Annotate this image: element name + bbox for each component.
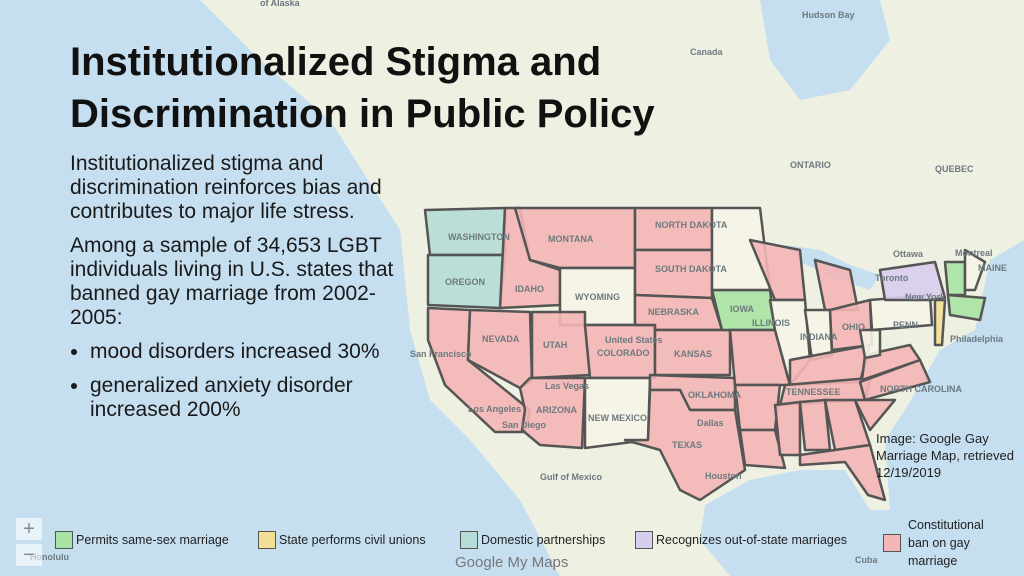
paragraph: Institutionalized stigma and discriminat…: [70, 152, 382, 223]
image-caption: Image: Google Gay Marriage Map, retrieve…: [876, 431, 1014, 480]
zoom-in[interactable]: +: [16, 518, 42, 540]
map-label: UTAH: [543, 340, 567, 350]
map-label: Canada: [690, 47, 724, 57]
map-label: Hudson Bay: [802, 10, 855, 20]
map-label: NORTH DAKOTA: [655, 220, 728, 230]
legend-label: Permits same-sex marriage: [76, 533, 229, 547]
map-label: MAINE: [978, 263, 1007, 273]
map-label: of Alaska: [260, 0, 301, 8]
state: [623, 388, 747, 502]
state: [963, 248, 987, 292]
zoom-out[interactable]: −: [16, 544, 42, 566]
attribution: Google My Maps: [455, 554, 569, 571]
state: [798, 443, 887, 502]
map-label: Montreal: [955, 248, 993, 258]
map-label: WYOMING: [575, 292, 620, 302]
map-label: SOUTH DAKOTA: [655, 264, 727, 274]
map-label: Cuba: [855, 555, 878, 565]
legend-item: State performs civil unions: [258, 531, 426, 549]
map-label: NORTH CAROLINA: [880, 384, 962, 394]
legend-label: Recognizes out-of-state marriages: [656, 533, 848, 547]
map-label: TEXAS: [672, 440, 702, 450]
map-label: ARIZONA: [536, 405, 577, 415]
map-label: Philadelphia: [950, 334, 1004, 344]
bullet: generalized anxiety disorder increased 2…: [90, 374, 405, 422]
state: [733, 383, 782, 432]
legend-swatch: [460, 531, 478, 549]
map-label: NEVADA: [482, 334, 520, 344]
bullet-list: mood disorders increased 30% generalized…: [70, 340, 405, 422]
map-label: PENN: [893, 320, 918, 330]
state: [653, 328, 732, 377]
legend-item: Constitutional ban on gay marriage: [883, 516, 998, 570]
legend-item: Domestic partnerships: [460, 531, 605, 549]
bullet: mood disorders increased 30%: [90, 340, 405, 364]
map-label: INDIANA: [800, 332, 838, 342]
state: [858, 328, 882, 360]
state: [943, 260, 967, 297]
state: [933, 298, 947, 347]
map-label: Gulf of Mexico: [540, 472, 603, 482]
hudson-bay: [760, 0, 890, 100]
legend-label: Constitutional ban on gay marriage: [908, 518, 984, 568]
map-label: Los Angeles: [468, 404, 521, 414]
map-label: United States: [605, 335, 663, 345]
body-text: Institutionalized stigma and discriminat…: [70, 152, 405, 432]
map-label: Houston: [705, 471, 742, 481]
map-label: NEBRASKA: [648, 307, 700, 317]
map-label: New York: [905, 292, 946, 302]
legend-item: Permits same-sex marriage: [55, 531, 229, 549]
map-label: OKLAHOMA: [688, 390, 741, 400]
map-label: Honolulu: [30, 552, 69, 562]
map-label: IDAHO: [515, 284, 544, 294]
map-label: TENNESSEE: [786, 387, 841, 397]
map-label: WASHINGTON: [448, 232, 510, 242]
map-label: COLORADO: [597, 348, 650, 358]
map-label: Ottawa: [893, 249, 924, 259]
map-label: OREGON: [445, 277, 485, 287]
state: [633, 248, 714, 300]
map-label: San Francisco: [410, 349, 472, 359]
state: [773, 400, 802, 457]
legend-swatch: [635, 531, 653, 549]
map-label: Toronto: [875, 273, 909, 283]
legend-label: Domestic partnerships: [481, 533, 606, 547]
map-label: ILLINOIS: [752, 318, 790, 328]
legend-item: Recognizes out-of-state marriages: [635, 531, 847, 549]
state: [946, 293, 987, 322]
map-label: QUEBEC: [935, 164, 974, 174]
paragraph: Among a sample of 34,653 LGBT individual…: [70, 234, 394, 329]
map-label: OHIO: [842, 322, 865, 332]
map-label: Las Vegas: [545, 381, 589, 391]
map-label: Dallas: [697, 418, 724, 428]
slide-title: Institutionalized Stigma and Discriminat…: [70, 40, 655, 136]
legend-label: State performs civil unions: [279, 533, 426, 547]
legend-swatch: [258, 531, 276, 549]
legend-swatch: [55, 531, 73, 549]
map-label: San Diego: [502, 420, 547, 430]
map-label: ONTARIO: [790, 160, 831, 170]
map-label: IOWA: [730, 304, 754, 314]
map-label: KANSAS: [674, 349, 712, 359]
state: [738, 428, 787, 470]
state: [853, 398, 897, 432]
map-label: NEW MEXICO: [588, 413, 647, 423]
legend-swatch: [883, 534, 901, 552]
map-label: MONTANA: [548, 234, 594, 244]
